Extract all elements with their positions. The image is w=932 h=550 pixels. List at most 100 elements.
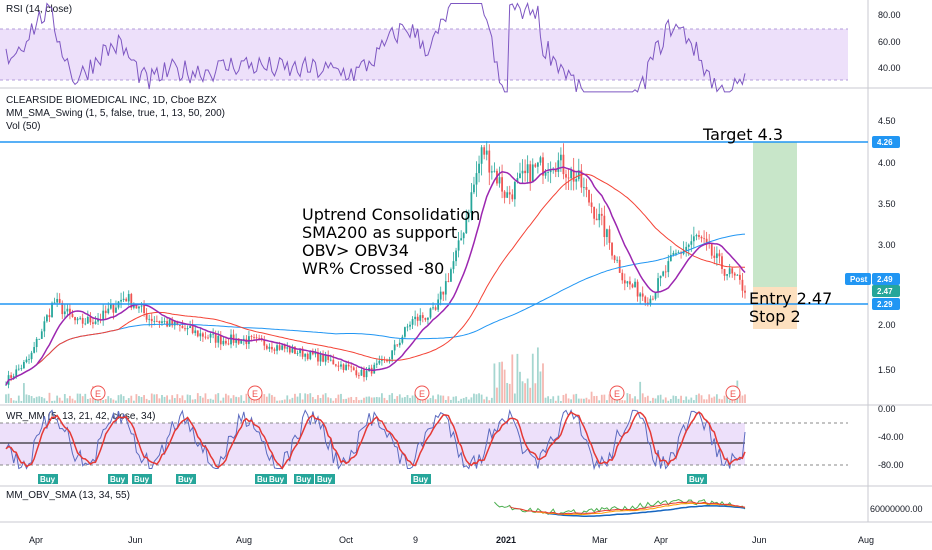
volume-bar (263, 394, 266, 403)
volume-bar (388, 394, 391, 403)
candle-body (547, 172, 549, 173)
time-axis[interactable]: Apr Jun Aug Oct 9 2021 Mar Apr Jun Aug (29, 535, 874, 545)
price-tick-450: 4.50 (878, 116, 896, 126)
candle-body (455, 250, 457, 262)
buy-signal-label: Buy (317, 475, 333, 484)
candle-body (306, 353, 309, 360)
rsi-pane[interactable]: RSI (14, close) 80.00 60.00 40.00 (0, 1, 901, 93)
volume-bar (621, 400, 624, 403)
candle-body (595, 218, 598, 221)
volume-bar (40, 396, 43, 403)
candle-body (485, 150, 488, 155)
note-line-2[interactable]: SMA200 as support (302, 223, 457, 242)
target-badge-text: 4.26 (877, 138, 893, 147)
williams-r-pane[interactable]: WR_MM (5, 13, 21, 42, close, 34) Buy Buy B… (0, 404, 904, 484)
volume-bar (194, 399, 197, 403)
candle-body (58, 298, 61, 303)
volume-bar (132, 400, 135, 403)
candle-body (345, 364, 347, 370)
volume-bar (393, 398, 396, 403)
post-price-text: 2.49 (877, 275, 893, 284)
volume-bar (35, 396, 38, 403)
candle-body (155, 320, 158, 322)
candle-body (544, 172, 547, 176)
volume-bar (288, 399, 291, 403)
volume-bar (631, 398, 634, 403)
candle-body (202, 333, 204, 337)
volume-bar (319, 398, 322, 403)
candle-body (659, 275, 662, 279)
candle-body (429, 308, 432, 318)
candle-body (173, 321, 176, 326)
earnings-marker (725, 385, 741, 401)
volume-bar (74, 400, 76, 403)
candle-body (120, 299, 122, 302)
candle-body (271, 346, 273, 350)
entry-annotation[interactable]: Entry 2.47 (749, 289, 832, 308)
candle-body (641, 293, 644, 297)
candle-body (199, 333, 202, 337)
volume-bar (715, 394, 718, 403)
volume-bar (429, 397, 432, 403)
buy-signal (255, 474, 275, 484)
note-line-3[interactable]: OBV> OBV34 (302, 241, 409, 260)
candle-body (741, 279, 744, 291)
candle-body (53, 302, 56, 304)
candle-body (311, 350, 314, 355)
volume-bar (17, 395, 20, 403)
candle-body (10, 375, 13, 378)
buy-signal-label: Buy (296, 475, 312, 484)
volume-bar (496, 387, 498, 403)
volume-bar (508, 383, 511, 403)
wr-tick-80: -80.00 (878, 460, 904, 470)
volume-bar (48, 392, 51, 403)
volume-bar (230, 398, 232, 403)
target-zone[interactable] (753, 142, 797, 287)
candle-body (531, 164, 534, 183)
volume-bar (76, 393, 79, 403)
volume-bar (662, 399, 665, 403)
sma5-line (5, 166, 746, 386)
buy-signal-label: Buy (689, 475, 705, 484)
candle-body (355, 370, 358, 376)
stop-annotation[interactable]: Stop 2 (749, 307, 801, 326)
symbol-title: CLEARSIDE BIOMEDICAL INC, 1D, Cboe BZX (6, 95, 217, 106)
volume-bar (143, 395, 145, 403)
x-tick-9: 9 (413, 535, 418, 545)
candle-body (79, 317, 82, 319)
volume-bar (46, 400, 48, 403)
candle-body (148, 318, 151, 320)
candle-body (588, 189, 590, 203)
volume-bar (450, 399, 452, 403)
buy-signal (176, 474, 196, 484)
volume-bar (209, 398, 212, 403)
candle-body (104, 310, 107, 314)
candle-body (235, 338, 238, 343)
candle-body (526, 164, 529, 174)
volume-bar (86, 398, 89, 403)
candle-body (480, 147, 483, 164)
volume-bar (654, 398, 657, 403)
volume-bar (409, 397, 411, 403)
candle-body (28, 359, 30, 360)
candle-body (301, 348, 304, 357)
x-tick-apr: Apr (29, 535, 43, 545)
volume-bar (181, 395, 184, 403)
volume-bar (378, 397, 381, 403)
stop-zone[interactable] (753, 287, 797, 329)
price-pane[interactable]: CLEARSIDE BIOMEDICAL INC, 1D, Cboe BZX M… (0, 95, 900, 403)
candle-body (590, 202, 593, 207)
target-annotation[interactable]: Target 4.3 (702, 125, 783, 144)
volume-bar (327, 397, 330, 403)
candle-body (23, 362, 25, 369)
candle-body (519, 173, 521, 179)
note-line-1[interactable]: Uptrend Consolidation (302, 205, 480, 224)
note-line-4[interactable]: WR% Crossed -80 (302, 259, 444, 278)
candle-body (217, 335, 220, 343)
volume-bar (404, 397, 406, 403)
candle-body (398, 342, 401, 346)
obv-pane[interactable]: MM_OBV_SMA (13, 34, 55) 60000000.00 (6, 490, 923, 517)
candle-body (196, 330, 199, 337)
volume-bar (357, 400, 360, 403)
